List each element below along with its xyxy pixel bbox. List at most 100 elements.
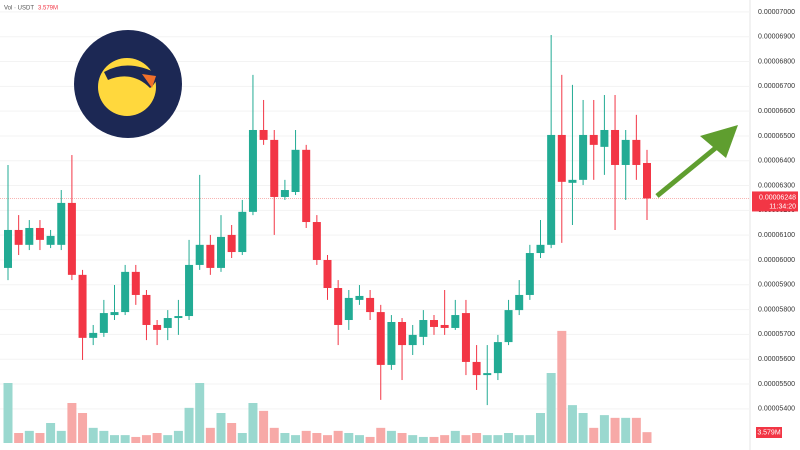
candle-body	[291, 149, 300, 193]
volume-bar	[589, 427, 599, 443]
volume-bar	[152, 433, 162, 443]
volume-value-box	[756, 427, 782, 438]
volume-bar	[195, 383, 205, 443]
candle-body	[643, 162, 651, 199]
volume-bar	[163, 435, 173, 443]
y-tick-label: 0.00005500	[758, 381, 795, 388]
y-tick-label: 0.00006900	[758, 34, 795, 41]
candle-body	[323, 259, 332, 289]
volume-bar	[536, 413, 545, 443]
candle-body	[451, 315, 460, 328]
logo-shadow	[104, 65, 158, 88]
volume-title: Vol · USDT	[4, 6, 34, 12]
candle-body	[35, 227, 44, 240]
candle-body	[419, 320, 428, 337]
volume-bar	[205, 427, 215, 443]
candle-body	[387, 321, 396, 365]
candle-body	[579, 134, 588, 180]
volume-bar	[259, 410, 269, 443]
volume-bar	[450, 430, 460, 443]
arrow-shaft	[655, 144, 720, 198]
volume-bar	[557, 330, 567, 443]
y-tick-label: 0.00006000	[758, 257, 795, 264]
candle-body	[398, 321, 407, 346]
volume-bar	[514, 435, 524, 443]
candle-body	[174, 316, 183, 319]
candle-body	[483, 373, 492, 376]
last-price-box	[752, 191, 798, 212]
candle-body	[195, 244, 204, 265]
volume-bar	[280, 433, 290, 443]
candle-body	[163, 318, 172, 328]
volume-value: 3.579M	[38, 6, 58, 12]
candle-body	[89, 332, 98, 338]
y-tick-label: 0.00007000	[758, 9, 795, 16]
volume-bar	[35, 433, 45, 443]
volume-bar	[504, 433, 514, 443]
candle-body	[142, 294, 151, 325]
volume-bar	[599, 415, 609, 443]
candle-body	[227, 234, 236, 253]
candle-body	[408, 334, 417, 346]
y-tick-label: 0.00006800	[758, 58, 795, 65]
volume-bar	[418, 436, 428, 443]
y-tick-label: 0.00006400	[758, 158, 795, 165]
volume-bar	[301, 430, 311, 443]
candle-body	[557, 134, 566, 182]
volume-bar	[546, 373, 556, 443]
candle-body	[259, 129, 268, 140]
volume-bar	[131, 436, 141, 443]
volume-bar	[141, 435, 151, 443]
volume-bar	[429, 436, 439, 443]
candle-body	[344, 297, 353, 321]
candle-body	[153, 324, 162, 330]
volume-bar	[365, 436, 375, 443]
candle-body	[472, 361, 481, 376]
volume-bar	[248, 403, 258, 443]
candle-body	[185, 264, 194, 317]
candle-body	[78, 274, 87, 338]
candle-body	[4, 229, 12, 268]
candle-body	[515, 294, 524, 311]
volume-bar	[397, 433, 407, 443]
volume-bar	[333, 430, 343, 443]
volume-axis-label: 3.579M	[757, 429, 781, 436]
volume-bar	[216, 413, 226, 443]
volume-bar	[88, 427, 98, 443]
candle-body	[355, 295, 364, 300]
countdown-label: 11:34:20	[769, 203, 796, 210]
candle-body	[99, 313, 108, 333]
volume-bar	[386, 430, 396, 443]
candle-body	[504, 310, 513, 343]
volume-bar	[291, 435, 301, 443]
last-price-label: 0.00006248	[759, 194, 796, 201]
candle-body	[110, 312, 119, 316]
volume-bar	[344, 433, 354, 443]
trend-arrow	[655, 125, 738, 198]
volume-bar	[376, 427, 386, 443]
candle-body	[206, 244, 215, 268]
arrow-head	[700, 125, 738, 158]
candle-body	[376, 312, 385, 365]
volume-bar	[78, 413, 88, 443]
candle-body	[302, 149, 311, 223]
candle-body	[493, 342, 502, 374]
candle-body	[430, 320, 438, 327]
volume-bar	[14, 433, 24, 443]
candle-body	[67, 202, 76, 275]
volume-bar	[120, 435, 130, 443]
volume-bar	[493, 435, 503, 443]
candle-body	[589, 134, 598, 145]
candle-body	[525, 253, 534, 295]
volume-bar	[440, 435, 450, 443]
volume-bar	[110, 435, 119, 443]
y-tick-label: 0.00006600	[758, 108, 795, 115]
candle-body	[611, 129, 620, 165]
candle-body	[217, 236, 225, 268]
volume-bar	[482, 435, 492, 443]
candle-body	[366, 297, 375, 313]
y-tick-label: 0.00005700	[758, 331, 795, 338]
candle-body	[536, 244, 545, 254]
y-tick-label: 0.00006100	[758, 232, 795, 239]
